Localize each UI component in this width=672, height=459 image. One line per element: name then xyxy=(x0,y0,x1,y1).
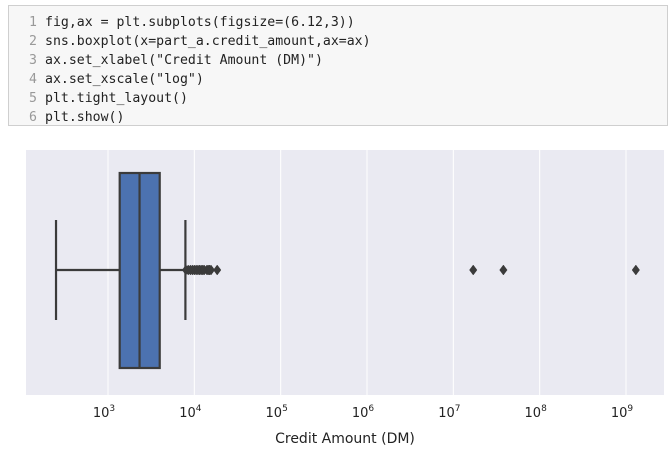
tick-exponent: 3 xyxy=(109,404,115,414)
tick-exponent: 5 xyxy=(282,404,288,414)
tick-exponent: 8 xyxy=(541,404,547,414)
code-text: plt.tight_layout() xyxy=(45,91,188,106)
x-tick-label: 106 xyxy=(352,404,375,421)
x-tick-label: 107 xyxy=(438,404,460,421)
code-text: sns.boxplot(x=part_a.credit_amount,ax=ax… xyxy=(45,34,371,49)
outlier-point xyxy=(469,264,478,276)
tick-base: 10 xyxy=(438,406,455,421)
tick-exponent: 9 xyxy=(627,404,633,414)
x-tick-label: 103 xyxy=(93,404,115,421)
line-number: 4 xyxy=(29,72,37,87)
x-tick-label: 109 xyxy=(611,404,634,421)
boxplot-chart: 103 104 105 106 107 108 109 Credit Amount (DM) xyxy=(26,150,664,447)
tick-exponent: 4 xyxy=(196,404,202,414)
tick-exponent: 6 xyxy=(368,404,374,414)
outlier-point xyxy=(206,264,216,276)
line-number: 6 xyxy=(29,110,37,125)
plot-output: 103 104 105 106 107 108 109 Credit Amount (DM) xyxy=(0,130,672,455)
line-number: 1 xyxy=(29,15,37,30)
line-number: 5 xyxy=(29,91,37,106)
x-axis-label: Credit Amount (DM) xyxy=(275,431,415,447)
line-number: 2 xyxy=(29,34,37,49)
tick-base: 10 xyxy=(611,406,628,421)
outlier-point xyxy=(213,264,222,276)
tick-base: 10 xyxy=(179,406,196,421)
tick-base: 10 xyxy=(352,406,369,421)
outlier-point xyxy=(631,264,640,276)
tick-base: 10 xyxy=(266,406,283,421)
tick-base: 10 xyxy=(525,406,542,421)
tick-exponent: 7 xyxy=(455,404,461,414)
x-tick-label: 105 xyxy=(266,404,288,421)
code-text: fig,ax = plt.subplots(figsize=(6.12,3)) xyxy=(45,15,355,30)
tick-base: 10 xyxy=(93,406,110,421)
line-number: 3 xyxy=(29,53,37,68)
code-text: ax.set_xlabel("Credit Amount (DM)") xyxy=(45,53,323,68)
outlier-point xyxy=(499,264,508,276)
code-cell[interactable]: 1 fig,ax = plt.subplots(figsize=(6.12,3))… xyxy=(8,5,668,126)
x-tick-label: 108 xyxy=(525,404,548,421)
code-text: plt.show() xyxy=(45,110,125,125)
x-tick-label: 104 xyxy=(179,404,202,421)
code-text: ax.set_xscale("log") xyxy=(45,72,204,87)
